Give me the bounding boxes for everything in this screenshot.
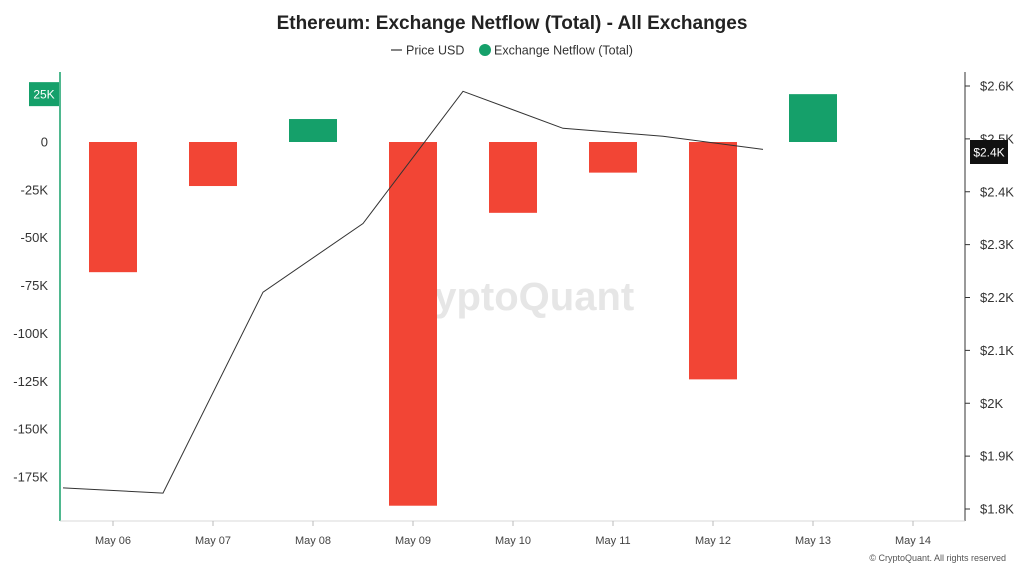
- netflow-bar[interactable]: [389, 142, 437, 506]
- y-right-tick-label: $1.8K: [980, 502, 1014, 517]
- chart-title: Ethereum: Exchange Netflow (Total) - All…: [277, 13, 748, 34]
- copyright-text: © CryptoQuant. All rights reserved: [869, 553, 1006, 563]
- legend-netflow-marker: [479, 44, 491, 56]
- x-tick-label: May 09: [395, 535, 431, 547]
- netflow-bar[interactable]: [589, 142, 637, 173]
- y-left-tick-label: -50K: [21, 230, 49, 245]
- plot-area: 0 -25K -50K -75K -100K -125K -150K -175K 25K $1.8…: [13, 72, 1014, 547]
- y-right-tick-label: $2.1K: [980, 343, 1014, 358]
- netflow-bar[interactable]: [789, 94, 837, 142]
- netflow-bar[interactable]: [489, 142, 537, 213]
- x-tick-label: May 11: [595, 535, 630, 547]
- x-tick-label: May 07: [195, 535, 231, 547]
- legend-netflow-label[interactable]: Exchange Netflow (Total): [494, 44, 633, 58]
- y-right-tick-label: $2.2K: [980, 290, 1014, 305]
- y-left-tick-label: -150K: [13, 422, 48, 437]
- y-left-tick-label: -125K: [13, 374, 48, 389]
- price-line[interactable]: [62, 90, 764, 494]
- netflow-bar[interactable]: [89, 142, 137, 273]
- legend-price-label[interactable]: Price USD: [406, 44, 464, 58]
- y-right-tick-label: $2K: [980, 396, 1003, 411]
- y-left-tick-label: -175K: [13, 470, 48, 485]
- y-left-highlight-label: 25K: [33, 88, 54, 102]
- y-left-tick-label: 0: [41, 135, 48, 150]
- y-right-tick-label: $2.3K: [980, 237, 1014, 252]
- y-right-tick-label: $2.4K: [980, 184, 1014, 199]
- x-tick-label: May 12: [695, 535, 731, 547]
- x-tick-label: May 06: [95, 535, 131, 547]
- netflow-bar[interactable]: [689, 142, 737, 380]
- y-left-tick-label: -100K: [13, 326, 48, 341]
- x-tick-label: May 10: [495, 535, 531, 547]
- legend[interactable]: Price USD Exchange Netflow (Total): [391, 44, 633, 58]
- y-left-tick-label: -75K: [21, 278, 49, 293]
- x-tick-label: May 08: [295, 535, 331, 547]
- netflow-bar[interactable]: [289, 119, 337, 142]
- y-right-tick-label: $2.6K: [980, 79, 1014, 94]
- y-right-tick-label: $1.9K: [980, 449, 1014, 464]
- y-left-highlight-badge: [29, 82, 59, 107]
- x-tick-label: May 13: [795, 535, 831, 547]
- y-left-tick-label: -25K: [21, 182, 49, 197]
- y-right-current-badge: [970, 140, 1008, 164]
- y-right-current-label: $2.4K: [973, 146, 1004, 160]
- netflow-bar[interactable]: [189, 142, 237, 187]
- x-tick-label: May 14: [895, 535, 931, 547]
